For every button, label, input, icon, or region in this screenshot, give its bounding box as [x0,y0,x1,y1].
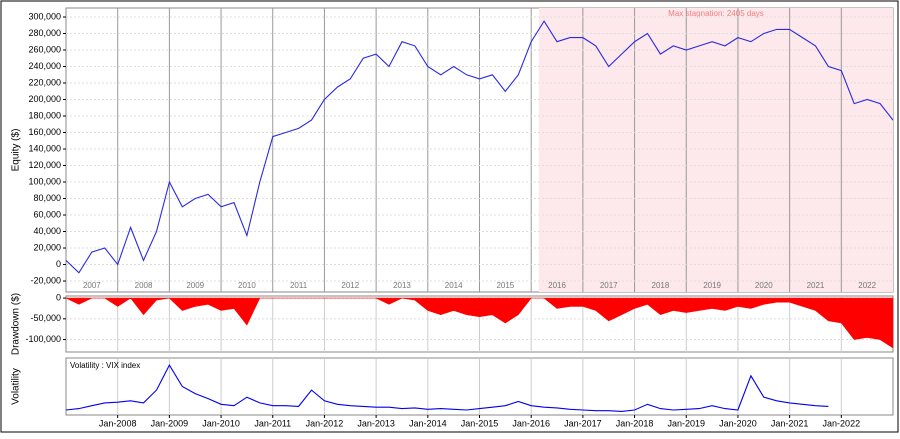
stagnation-label: Max stagnation: 2405 days [668,9,764,18]
y-tick-label: 140,000 [28,143,61,153]
series-line [65,363,829,412]
y-tick-label: 80,000 [33,193,61,203]
series-line [65,20,894,274]
x-tick-label: Jan-2021 [771,418,809,428]
y-tick-label: 300,000 [28,11,61,21]
x-tick-label: Jan-2010 [202,418,240,428]
x-tick-label: Jan-2011 [254,418,291,428]
drawdown-area [65,297,894,349]
y-tick-label: 0 [56,292,61,302]
x-tick-label: 2013 [393,281,411,290]
y-tick-label: -20,000 [30,275,61,285]
x-tick-label: 2017 [600,281,618,290]
x-tick-label: 2016 [548,281,566,290]
y-tick-label: 260,000 [28,44,61,54]
y-tick-label: 240,000 [28,61,61,71]
x-tick-label: 2008 [135,281,153,290]
y-tick-label: 180,000 [28,110,61,120]
x-tick-label: 2022 [858,281,876,290]
y-axis-title: Drawdown ($) [11,293,22,355]
x-tick-label: Jan-2015 [461,418,499,428]
x-tick-label: Jan-2019 [667,418,705,428]
x-tick-label: Jan-2012 [306,418,344,428]
stagnation-band [538,8,893,292]
x-tick-label: 2015 [496,281,514,290]
y-tick-label: 200,000 [28,94,61,104]
y-axis-title: Volatility [11,368,22,405]
y-tick-label: 280,000 [28,28,61,38]
y-tick-label: 0 [56,259,61,269]
y-tick-label: 100,000 [28,176,61,186]
x-tick-label: 2021 [807,281,825,290]
y-tick-label: 40,000 [33,226,61,236]
x-tick-label: 2009 [186,281,204,290]
x-tick-label: 2018 [652,281,670,290]
x-tick-label: Jan-2014 [409,418,447,428]
x-tick-label: Jan-2016 [512,418,550,428]
y-axis-title: Equity ($) [11,129,22,172]
x-tick-label: Jan-2017 [564,418,602,428]
y-tick-label: -100,000 [25,334,61,344]
y-tick-label: 160,000 [28,127,61,137]
x-tick-label: Jan-2018 [616,418,654,428]
y-tick-label: 120,000 [28,160,61,170]
x-tick-label: 2012 [341,281,359,290]
x-tick-label: 2014 [445,281,463,290]
y-tick-label: -50,000 [30,313,61,323]
x-tick-label: 2020 [755,281,773,290]
y-tick-label: 20,000 [33,242,61,252]
x-tick-label: 2019 [703,281,721,290]
x-tick-label: 2010 [238,281,256,290]
y-tick-label: 220,000 [28,77,61,87]
x-tick-label: Jan-2020 [719,418,757,428]
x-tick-label: 2011 [290,281,308,290]
y-tick-label: 60,000 [33,209,61,219]
x-tick-label: Jan-2009 [151,418,189,428]
x-tick-label: Jan-2022 [823,418,861,428]
x-tick-label: Jan-2013 [357,418,395,428]
x-tick-label: Jan-2008 [99,418,137,428]
x-tick-label: 2007 [83,281,101,290]
panel-label: Volatility : VIX index [70,361,140,370]
